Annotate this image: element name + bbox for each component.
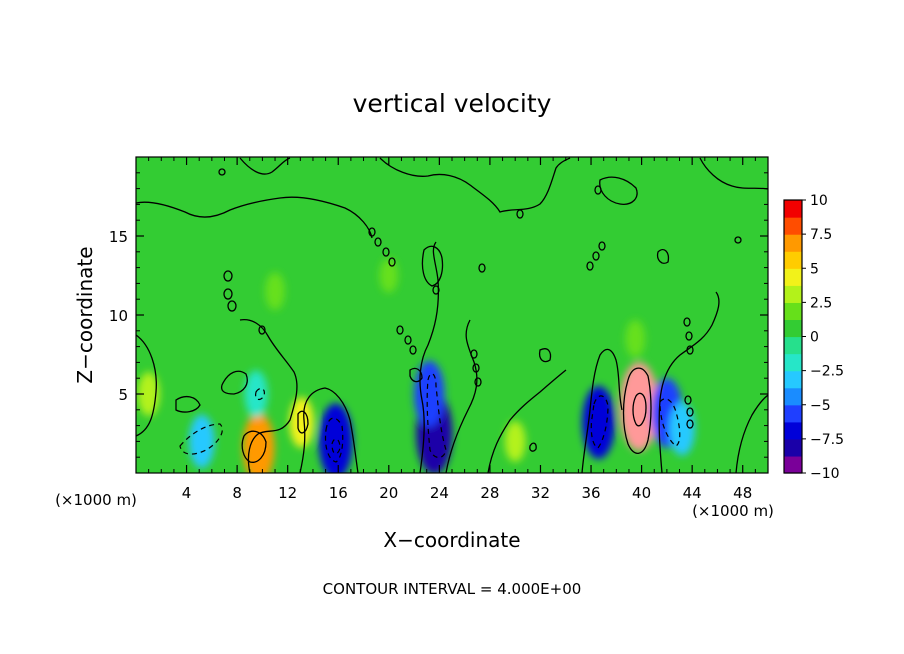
chart-title: vertical velocity: [353, 89, 552, 118]
velocity-feature-16: [504, 421, 526, 462]
colorbar-band: [784, 438, 802, 457]
colorbar-tick-label: 0: [810, 330, 819, 346]
colorbar-band: [784, 353, 802, 372]
colorbar-band: [784, 336, 802, 355]
x-tick-label: 28: [480, 484, 499, 502]
colorbar-band: [784, 217, 802, 235]
colorbar-tick-label: 10: [810, 193, 828, 209]
contour-lines: [136, 157, 768, 473]
velocity-feature-13: [265, 272, 285, 311]
x-axis-label: X−coordinate: [383, 528, 520, 552]
colorbar-band: [784, 200, 802, 218]
x-tick-label: 44: [683, 484, 702, 502]
contour-interval-footer: CONTOUR INTERVAL = 4.000E+00: [323, 580, 582, 598]
colorbar-tick-label: 5: [810, 261, 819, 277]
x-unit-left: (×1000 m): [55, 491, 137, 509]
colorbar-band: [784, 455, 802, 474]
colorbar-tick-label: −5: [810, 398, 831, 414]
y-tick-label: 10: [109, 307, 128, 325]
colorbar-band: [784, 370, 802, 389]
colorbar-band: [784, 387, 802, 406]
y-tick-label: 5: [118, 386, 128, 404]
plot-area: [136, 157, 768, 473]
colorbar-band: [784, 421, 802, 440]
x-tick-label: 40: [632, 484, 651, 502]
colorbar-band: [784, 319, 802, 338]
colorbar-band: [784, 234, 802, 252]
velocity-feature-7: [619, 362, 659, 452]
x-unit-right: (×1000 m): [692, 502, 774, 520]
velocity-feature-3: [318, 403, 353, 473]
negative-contours: [179, 373, 681, 463]
velocity-feature-9: [669, 401, 695, 456]
y-axis-label: Z−coordinate: [73, 246, 97, 383]
colorbar-tick-label: −2.5: [810, 364, 844, 380]
colorbar-tick-label: −10: [810, 466, 840, 482]
y-axis: 5 10 15: [109, 172, 768, 458]
colorbar-tick-label: −7.5: [810, 432, 844, 448]
y-tick-label: 15: [109, 228, 128, 246]
x-axis: 4 8 12 16 20 24 28 32 36 40 44 48: [148, 157, 756, 502]
x-tick-label: 36: [581, 484, 600, 502]
velocity-feature-2: [289, 397, 314, 448]
x-tick-label: 16: [329, 484, 348, 502]
x-tick-label: 24: [430, 484, 449, 502]
colorbar-band: [784, 285, 802, 303]
velocity-feature-14: [379, 258, 398, 293]
colorbar-band: [784, 251, 802, 269]
x-tick-label: 4: [182, 484, 192, 502]
colorbar-band: [784, 404, 802, 423]
colorbar: 10 7.5 5 2.5 0 −2.5 −5 −7.5 −10: [783, 193, 844, 482]
velocity-feature-1: [242, 412, 275, 473]
velocity-feature-10: [188, 414, 215, 469]
x-tick-label: 20: [379, 484, 398, 502]
x-tick-label: 32: [531, 484, 550, 502]
colorbar-band: [784, 268, 802, 286]
colorbar-band: [784, 302, 802, 321]
x-tick-label: 48: [733, 484, 752, 502]
colorbar-tick-label: 2.5: [810, 295, 832, 311]
x-tick-label: 8: [232, 484, 242, 502]
velocity-feature-5: [414, 360, 445, 428]
velocity-feature-15: [625, 319, 646, 358]
colorbar-tick-label: 7.5: [810, 227, 832, 243]
x-tick-label: 12: [278, 484, 297, 502]
